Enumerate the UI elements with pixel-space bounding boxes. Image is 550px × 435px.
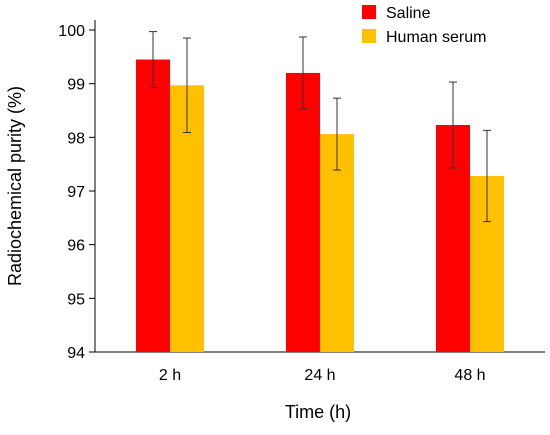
legend-label: Saline — [386, 5, 431, 22]
y-tick-label: 97 — [67, 184, 85, 201]
bars — [136, 59, 504, 353]
error-bars — [149, 31, 491, 223]
y-tick-label: 94 — [67, 345, 85, 362]
x-ticks: 2 h 24 h 48 h — [159, 367, 486, 384]
bar-saline-2 — [286, 72, 320, 352]
x-tick-label: 24 h — [304, 367, 335, 384]
x-axis-label: Time (h) — [285, 402, 351, 422]
x-tick-label: 48 h — [454, 367, 485, 384]
y-tick-label: 96 — [67, 238, 85, 255]
y-tick-label: 99 — [67, 77, 85, 94]
y-tick-label: 95 — [67, 291, 85, 308]
y-axis-label: Radiochemical purity (%) — [5, 86, 25, 286]
legend-swatch — [362, 5, 376, 19]
x-tick-label: 2 h — [159, 367, 181, 384]
y-tick-label: 98 — [67, 130, 85, 147]
y-ticks: 94 95 96 97 98 99 100 — [58, 23, 95, 362]
legend-swatch — [362, 29, 376, 43]
y-tick-label: 100 — [58, 23, 85, 40]
legend: Saline Human serum — [362, 5, 486, 46]
bar-saline-1 — [136, 59, 170, 353]
legend-label: Human serum — [386, 29, 486, 46]
